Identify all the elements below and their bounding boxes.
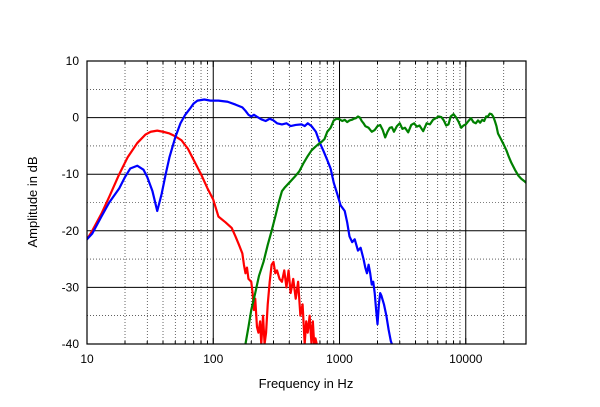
x-axis-title: Frequency in Hz — [259, 376, 354, 391]
y-tick-labels: 10 0 -10 -20 -30 -40 — [62, 54, 80, 351]
y-axis-title: Amplitude in dB — [25, 156, 40, 247]
x-tick-label: 10000 — [449, 352, 483, 366]
plot-frame — [86, 60, 527, 345]
y-tick-label: 10 — [66, 54, 80, 68]
curves — [87, 98, 526, 344]
x-tick-labels: 10 100 1000 10000 — [80, 352, 482, 366]
x-tick-label: 100 — [203, 352, 223, 366]
y-tick-label: -20 — [62, 224, 80, 238]
y-tick-label: -30 — [62, 280, 80, 294]
y-tick-label: -40 — [62, 337, 80, 351]
series-line-2 — [87, 98, 393, 344]
series-line-1 — [87, 129, 318, 344]
x-tick-label: 1000 — [326, 352, 353, 366]
x-tick-label: 10 — [80, 352, 94, 366]
grid — [87, 61, 527, 344]
y-tick-label: -10 — [62, 167, 80, 181]
y-tick-label: 0 — [72, 111, 79, 125]
series-line-3 — [244, 112, 526, 344]
